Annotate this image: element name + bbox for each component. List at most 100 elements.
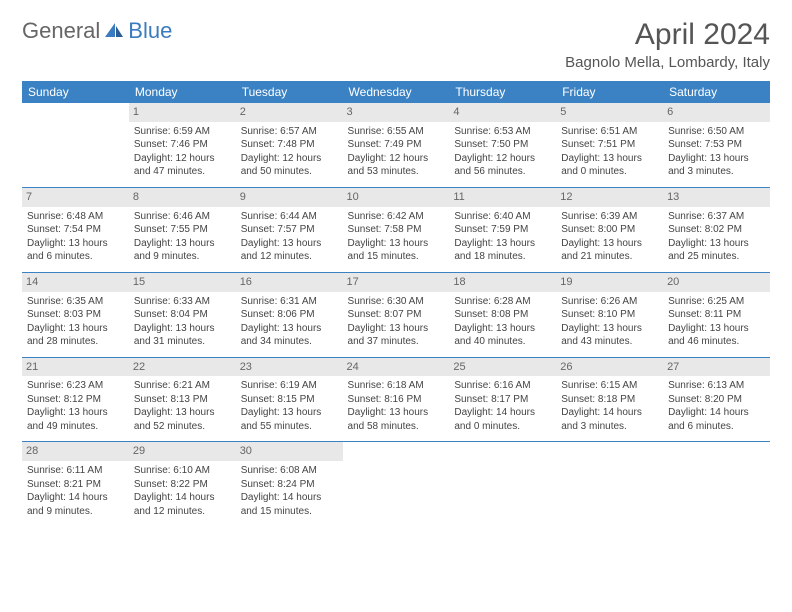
- calendar-day-cell: 26Sunrise: 6:15 AMSunset: 8:18 PMDayligh…: [556, 357, 663, 442]
- day-info-line: Daylight: 13 hours: [134, 237, 231, 251]
- day-info-line: Sunset: 8:11 PM: [668, 308, 765, 322]
- day-info-line: Sunrise: 6:42 AM: [348, 210, 445, 224]
- day-number: 18: [449, 273, 556, 292]
- logo-sail-icon: [103, 21, 125, 41]
- calendar-day-cell: 30Sunrise: 6:08 AMSunset: 8:24 PMDayligh…: [236, 442, 343, 526]
- day-number: 23: [236, 358, 343, 377]
- day-number: 26: [556, 358, 663, 377]
- day-info-line: and 18 minutes.: [454, 250, 551, 264]
- calendar-day-cell: 2Sunrise: 6:57 AMSunset: 7:48 PMDaylight…: [236, 103, 343, 187]
- day-info-line: Sunset: 8:02 PM: [668, 223, 765, 237]
- day-info-line: Sunrise: 6:48 AM: [27, 210, 124, 224]
- day-info-line: Sunrise: 6:18 AM: [348, 379, 445, 393]
- calendar-day-cell: [22, 103, 129, 187]
- day-info-line: Sunrise: 6:46 AM: [134, 210, 231, 224]
- day-info-line: Sunset: 7:49 PM: [348, 138, 445, 152]
- day-info-line: Sunrise: 6:33 AM: [134, 295, 231, 309]
- day-info-line: Daylight: 13 hours: [454, 237, 551, 251]
- month-title: April 2024: [565, 18, 770, 52]
- calendar-day-cell: [556, 442, 663, 526]
- day-info-line: Daylight: 12 hours: [348, 152, 445, 166]
- day-info-line: Sunrise: 6:55 AM: [348, 125, 445, 139]
- calendar-day-cell: 13Sunrise: 6:37 AMSunset: 8:02 PMDayligh…: [663, 187, 770, 272]
- day-info-line: Sunrise: 6:13 AM: [668, 379, 765, 393]
- calendar-day-cell: 29Sunrise: 6:10 AMSunset: 8:22 PMDayligh…: [129, 442, 236, 526]
- calendar-day-cell: 18Sunrise: 6:28 AMSunset: 8:08 PMDayligh…: [449, 272, 556, 357]
- day-info-line: and 37 minutes.: [348, 335, 445, 349]
- weekday-header: Saturday: [663, 81, 770, 103]
- calendar-day-cell: 11Sunrise: 6:40 AMSunset: 7:59 PMDayligh…: [449, 187, 556, 272]
- day-info-line: Daylight: 14 hours: [134, 491, 231, 505]
- day-info-line: and 55 minutes.: [241, 420, 338, 434]
- day-info-line: Sunset: 8:04 PM: [134, 308, 231, 322]
- day-info-line: and 40 minutes.: [454, 335, 551, 349]
- day-number: 20: [663, 273, 770, 292]
- day-info-line: Daylight: 14 hours: [561, 406, 658, 420]
- day-info-line: Sunrise: 6:40 AM: [454, 210, 551, 224]
- day-info-line: Daylight: 13 hours: [27, 322, 124, 336]
- day-info-line: Sunset: 7:51 PM: [561, 138, 658, 152]
- calendar-table: SundayMondayTuesdayWednesdayThursdayFrid…: [22, 81, 770, 526]
- day-info-line: Daylight: 13 hours: [27, 406, 124, 420]
- day-info-line: Sunrise: 6:30 AM: [348, 295, 445, 309]
- day-info-line: Daylight: 13 hours: [348, 406, 445, 420]
- header: General Blue April 2024 Bagnolo Mella, L…: [22, 18, 770, 71]
- day-info-line: Sunrise: 6:44 AM: [241, 210, 338, 224]
- day-info-line: Sunset: 8:12 PM: [27, 393, 124, 407]
- calendar-day-cell: 24Sunrise: 6:18 AMSunset: 8:16 PMDayligh…: [343, 357, 450, 442]
- logo-text-general: General: [22, 18, 100, 44]
- day-info-line: Sunrise: 6:10 AM: [134, 464, 231, 478]
- calendar-day-cell: 3Sunrise: 6:55 AMSunset: 7:49 PMDaylight…: [343, 103, 450, 187]
- day-number: 6: [663, 103, 770, 122]
- day-info-line: Sunset: 7:53 PM: [668, 138, 765, 152]
- day-info-line: Daylight: 14 hours: [668, 406, 765, 420]
- day-info-line: and 31 minutes.: [134, 335, 231, 349]
- day-number: 21: [22, 358, 129, 377]
- day-info-line: Sunset: 7:57 PM: [241, 223, 338, 237]
- calendar-day-cell: 4Sunrise: 6:53 AMSunset: 7:50 PMDaylight…: [449, 103, 556, 187]
- day-info-line: and 47 minutes.: [134, 165, 231, 179]
- logo: General Blue: [22, 18, 172, 44]
- day-info-line: Sunrise: 6:26 AM: [561, 295, 658, 309]
- calendar-day-cell: 20Sunrise: 6:25 AMSunset: 8:11 PMDayligh…: [663, 272, 770, 357]
- day-info-line: and 3 minutes.: [668, 165, 765, 179]
- day-number: 30: [236, 442, 343, 461]
- calendar-week-row: 14Sunrise: 6:35 AMSunset: 8:03 PMDayligh…: [22, 272, 770, 357]
- day-number: 24: [343, 358, 450, 377]
- day-info-line: Sunrise: 6:31 AM: [241, 295, 338, 309]
- day-info-line: Sunrise: 6:59 AM: [134, 125, 231, 139]
- calendar-day-cell: 27Sunrise: 6:13 AMSunset: 8:20 PMDayligh…: [663, 357, 770, 442]
- day-info-line: and 9 minutes.: [134, 250, 231, 264]
- day-info-line: Daylight: 13 hours: [134, 406, 231, 420]
- day-info-line: Sunrise: 6:57 AM: [241, 125, 338, 139]
- day-info-line: Sunrise: 6:39 AM: [561, 210, 658, 224]
- day-info-line: Sunrise: 6:11 AM: [27, 464, 124, 478]
- day-info-line: and 50 minutes.: [241, 165, 338, 179]
- weekday-header: Friday: [556, 81, 663, 103]
- calendar-week-row: 28Sunrise: 6:11 AMSunset: 8:21 PMDayligh…: [22, 442, 770, 526]
- day-info-line: and 21 minutes.: [561, 250, 658, 264]
- day-info-line: Daylight: 14 hours: [241, 491, 338, 505]
- day-number: 5: [556, 103, 663, 122]
- day-info-line: Sunrise: 6:35 AM: [27, 295, 124, 309]
- calendar-day-cell: 28Sunrise: 6:11 AMSunset: 8:21 PMDayligh…: [22, 442, 129, 526]
- weekday-header: Monday: [129, 81, 236, 103]
- day-info-line: Sunset: 7:46 PM: [134, 138, 231, 152]
- day-info-line: Sunset: 8:03 PM: [27, 308, 124, 322]
- calendar-day-cell: 5Sunrise: 6:51 AMSunset: 7:51 PMDaylight…: [556, 103, 663, 187]
- calendar-day-cell: 25Sunrise: 6:16 AMSunset: 8:17 PMDayligh…: [449, 357, 556, 442]
- day-number: 28: [22, 442, 129, 461]
- day-info-line: Sunrise: 6:19 AM: [241, 379, 338, 393]
- day-number: 16: [236, 273, 343, 292]
- day-info-line: Sunset: 8:22 PM: [134, 478, 231, 492]
- day-info-line: Daylight: 13 hours: [561, 322, 658, 336]
- day-number: 8: [129, 188, 236, 207]
- day-number: 12: [556, 188, 663, 207]
- day-info-line: Daylight: 12 hours: [241, 152, 338, 166]
- weekday-header: Tuesday: [236, 81, 343, 103]
- calendar-day-cell: 6Sunrise: 6:50 AMSunset: 7:53 PMDaylight…: [663, 103, 770, 187]
- day-number: 27: [663, 358, 770, 377]
- day-info-line: Daylight: 13 hours: [241, 237, 338, 251]
- weekday-header: Sunday: [22, 81, 129, 103]
- day-info-line: Daylight: 13 hours: [561, 237, 658, 251]
